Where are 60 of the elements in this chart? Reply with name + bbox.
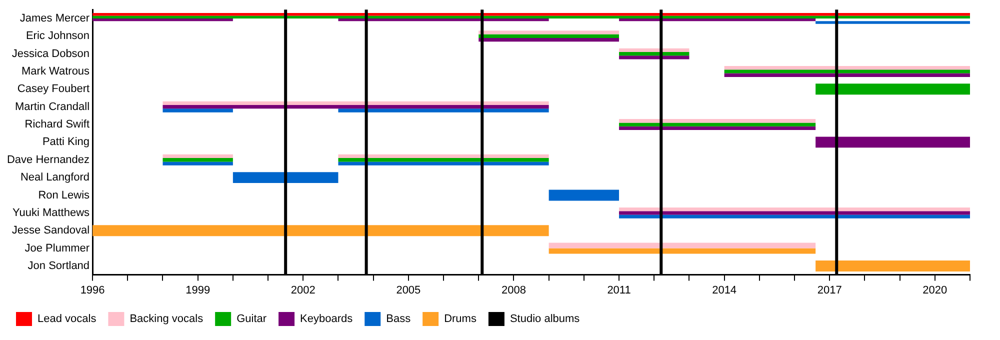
bar (724, 66, 970, 70)
x-tick-label: 1999 (186, 284, 210, 296)
bar (92, 16, 970, 18)
bar (816, 21, 970, 24)
y-tick-label: Yuuki Matthews (12, 206, 90, 219)
y-tick-label: Ron Lewis (38, 189, 90, 202)
bar (619, 207, 970, 212)
y-tick-label: Joe Plummer (24, 242, 90, 254)
bar (478, 30, 620, 34)
x-tick-label: 2020 (922, 284, 948, 296)
bar (162, 162, 233, 166)
legend-label: Bass (386, 313, 412, 326)
bar (162, 154, 233, 158)
legend-label: Drums (444, 313, 477, 326)
legend-label: Keyboards (300, 313, 354, 326)
legend-label: Studio albums (510, 313, 580, 326)
bar (162, 108, 233, 112)
bar (162, 101, 549, 106)
bar (619, 126, 816, 130)
bar (619, 56, 690, 60)
y-tick-label: Dave Hernandez (6, 154, 90, 166)
bar (338, 154, 549, 158)
legend-label: Guitar (236, 313, 267, 326)
x-tick-label: 2002 (290, 284, 316, 296)
bar (478, 34, 620, 38)
bar (338, 108, 549, 112)
y-tick-label: Eric Johnson (26, 30, 90, 42)
bar (92, 225, 549, 236)
bar (478, 38, 620, 42)
bar (92, 12, 970, 16)
bar (619, 52, 690, 56)
legend-label: Backing vocals (130, 313, 204, 326)
y-tick-label: Martin Crandall (14, 100, 90, 113)
bar (619, 214, 970, 218)
y-tick-label: Jessica Dobson (12, 48, 90, 60)
x-tick-label: 2011 (607, 284, 631, 296)
bar (338, 162, 549, 166)
x-tick-label: 2005 (396, 284, 421, 296)
bar (338, 158, 549, 162)
legend-label: Lead vocals (38, 313, 97, 326)
x-tick-label: 2017 (817, 284, 842, 296)
bar (619, 119, 816, 123)
bar (724, 70, 970, 74)
y-tick-label: Patti King (42, 136, 90, 148)
y-tick-label: Jon Sortland (28, 260, 90, 272)
y-tick-label: Neal Langford (20, 172, 90, 184)
x-tick-label: 2014 (712, 284, 737, 296)
y-tick-label: Richard Swift (24, 118, 90, 131)
bar (619, 122, 816, 126)
bar (162, 158, 233, 162)
bar (724, 73, 970, 77)
bar (619, 18, 816, 22)
y-tick-label: Jesse Sandoval (12, 224, 90, 237)
bar (816, 260, 970, 272)
y-tick-label: Casey Foubert (17, 83, 90, 96)
y-tick-label: Mark Watrous (22, 66, 90, 78)
x-tick-label: 2008 (501, 284, 526, 296)
x-tick-label: 1996 (80, 284, 105, 296)
y-tick-label: James Mercer (20, 12, 90, 24)
bar (619, 48, 690, 52)
